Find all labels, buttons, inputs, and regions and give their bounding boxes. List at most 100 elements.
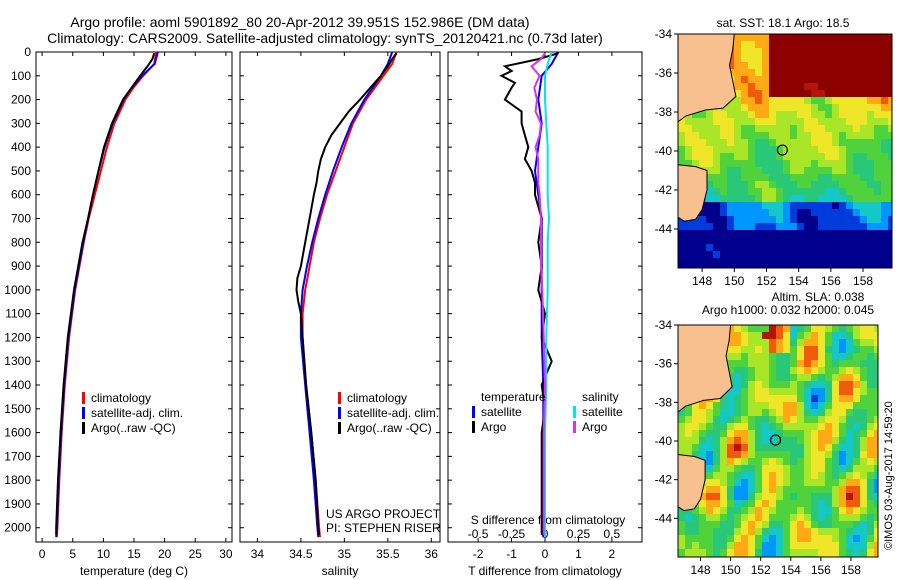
sst-cell bbox=[860, 216, 867, 223]
sst-cell bbox=[881, 188, 888, 195]
sla-cell bbox=[720, 542, 727, 549]
sla-cell bbox=[699, 514, 706, 521]
sla-cell bbox=[699, 451, 706, 458]
sla-cell bbox=[874, 521, 878, 528]
sst-cell bbox=[804, 174, 811, 181]
sst-cell bbox=[776, 146, 783, 153]
sst-cell bbox=[783, 104, 790, 111]
sst-cell bbox=[804, 167, 811, 174]
sst-cell bbox=[811, 125, 818, 132]
sst-cell bbox=[699, 125, 706, 132]
sla-cell bbox=[713, 549, 720, 556]
sst-cell bbox=[727, 258, 734, 265]
sla-cell bbox=[748, 500, 755, 507]
sla-cell bbox=[762, 486, 769, 493]
longitude-tick-label: 152 bbox=[756, 274, 776, 288]
sla-cell bbox=[832, 332, 839, 339]
sst-cell bbox=[839, 118, 846, 125]
sla-cell bbox=[734, 388, 741, 395]
sla-cell bbox=[811, 507, 818, 514]
sst-cell bbox=[762, 111, 769, 118]
latitude-tick-label: -40 bbox=[655, 434, 673, 448]
sst-cell bbox=[776, 258, 783, 265]
sla-cell bbox=[832, 493, 839, 500]
sla-cell bbox=[713, 500, 720, 507]
sla-cell bbox=[797, 465, 804, 472]
sla-cell bbox=[769, 430, 776, 437]
sla-cell bbox=[734, 514, 741, 521]
sst-cell bbox=[720, 188, 727, 195]
sla-cell bbox=[741, 360, 748, 367]
sst-cell bbox=[832, 62, 839, 69]
sst-cell bbox=[734, 202, 741, 209]
sla-cell bbox=[720, 444, 727, 451]
sla-cell bbox=[818, 367, 825, 374]
sst-cell bbox=[769, 216, 776, 223]
sst-cell bbox=[818, 223, 825, 230]
sst-cell bbox=[818, 181, 825, 188]
sst-cell bbox=[811, 104, 818, 111]
sla-cell bbox=[762, 423, 769, 430]
sst-cell bbox=[881, 223, 888, 230]
sla-cell bbox=[783, 493, 790, 500]
sst-cell bbox=[741, 90, 748, 97]
sla-cell bbox=[706, 423, 713, 430]
sla-cell bbox=[727, 535, 734, 542]
sst-cell bbox=[783, 244, 790, 251]
sla-cell bbox=[853, 395, 860, 402]
sst-cell bbox=[727, 62, 734, 69]
imos-watermark: ©IMOS 03-Aug-2017 14:59:20 bbox=[883, 401, 895, 550]
sst-cell bbox=[734, 104, 741, 111]
sst-cell bbox=[706, 167, 713, 174]
sla-cell bbox=[804, 346, 811, 353]
sla-cell bbox=[853, 325, 860, 332]
sla-cell bbox=[755, 500, 762, 507]
sla-cell bbox=[727, 360, 734, 367]
sla-cell bbox=[734, 395, 741, 402]
sst-cell bbox=[734, 76, 741, 83]
sla-cell bbox=[762, 521, 769, 528]
sla-cell bbox=[748, 472, 755, 479]
sst-cell bbox=[783, 160, 790, 167]
sst-cell bbox=[881, 265, 888, 268]
sla-cell bbox=[734, 521, 741, 528]
sst-cell bbox=[741, 209, 748, 216]
sst-cell bbox=[755, 139, 762, 146]
sla-cell bbox=[762, 346, 769, 353]
sst-cell bbox=[776, 41, 783, 48]
sst-cell bbox=[853, 265, 860, 268]
sst-cell bbox=[769, 83, 776, 90]
sst-cell bbox=[811, 188, 818, 195]
sla-cell bbox=[720, 409, 727, 416]
sla-cell bbox=[762, 479, 769, 486]
sla-cell bbox=[804, 500, 811, 507]
sla-cell bbox=[839, 549, 846, 556]
sla-cell bbox=[797, 493, 804, 500]
sst-cell bbox=[888, 188, 892, 195]
sla-cell bbox=[797, 528, 804, 535]
sst-cell bbox=[762, 48, 769, 55]
longitude-tick-label: 152 bbox=[751, 563, 771, 577]
sst-cell bbox=[706, 174, 713, 181]
sla-cell bbox=[755, 437, 762, 444]
sst-cell bbox=[720, 202, 727, 209]
sst-cell bbox=[804, 251, 811, 258]
sla-cell bbox=[874, 423, 878, 430]
latitude-tick-label: -36 bbox=[655, 357, 673, 371]
sst-cell bbox=[783, 251, 790, 258]
sla-cell bbox=[860, 500, 867, 507]
sla-cell bbox=[832, 521, 839, 528]
sla-cell bbox=[762, 430, 769, 437]
sst-cell bbox=[727, 139, 734, 146]
sla-cell bbox=[790, 402, 797, 409]
sla-cell bbox=[734, 486, 741, 493]
sla-cell bbox=[713, 465, 720, 472]
sst-cell bbox=[741, 202, 748, 209]
sst-cell bbox=[853, 132, 860, 139]
sst-cell bbox=[874, 118, 881, 125]
sla-cell bbox=[867, 332, 874, 339]
sla-map-title-2: Argo h1000: 0.032 h2000: 0.045 bbox=[702, 303, 874, 317]
sst-cell bbox=[783, 76, 790, 83]
sla-cell bbox=[818, 549, 825, 556]
sla-cell bbox=[818, 353, 825, 360]
